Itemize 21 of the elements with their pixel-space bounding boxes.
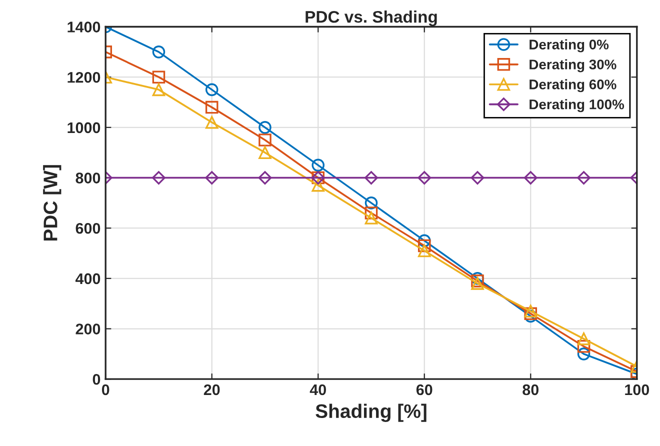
x-tick-label: 80 — [522, 384, 539, 396]
y-tick-label: 200 — [76, 324, 100, 334]
y-tick-label: 800 — [76, 172, 100, 184]
x-tick-label: 40 — [310, 384, 326, 396]
x-tick-label: 20 — [204, 384, 220, 396]
x-axis-title: Shading [%] — [316, 404, 426, 422]
x-tick-label: 0 — [102, 384, 110, 396]
x-tick-label: 100 — [625, 384, 650, 396]
legend-label: Derating 100% — [530, 99, 624, 112]
y-tick-label: 1200 — [68, 72, 100, 83]
y-tick-label: 0 — [92, 374, 100, 385]
y-tick-label: 600 — [76, 222, 100, 234]
legend-label: Derating 0% — [530, 39, 609, 52]
chart-title: PDC vs. Shading — [306, 10, 437, 26]
y-tick-label: 1000 — [68, 122, 100, 134]
y-tick-label: 400 — [75, 273, 100, 284]
legend-label: Derating 30% — [530, 59, 616, 72]
y-axis-title: PDC [W] — [43, 165, 62, 241]
legend-label: Derating 60% — [530, 79, 616, 92]
y-tick-label: 1400 — [68, 22, 100, 32]
x-tick-label: 60 — [416, 384, 432, 396]
